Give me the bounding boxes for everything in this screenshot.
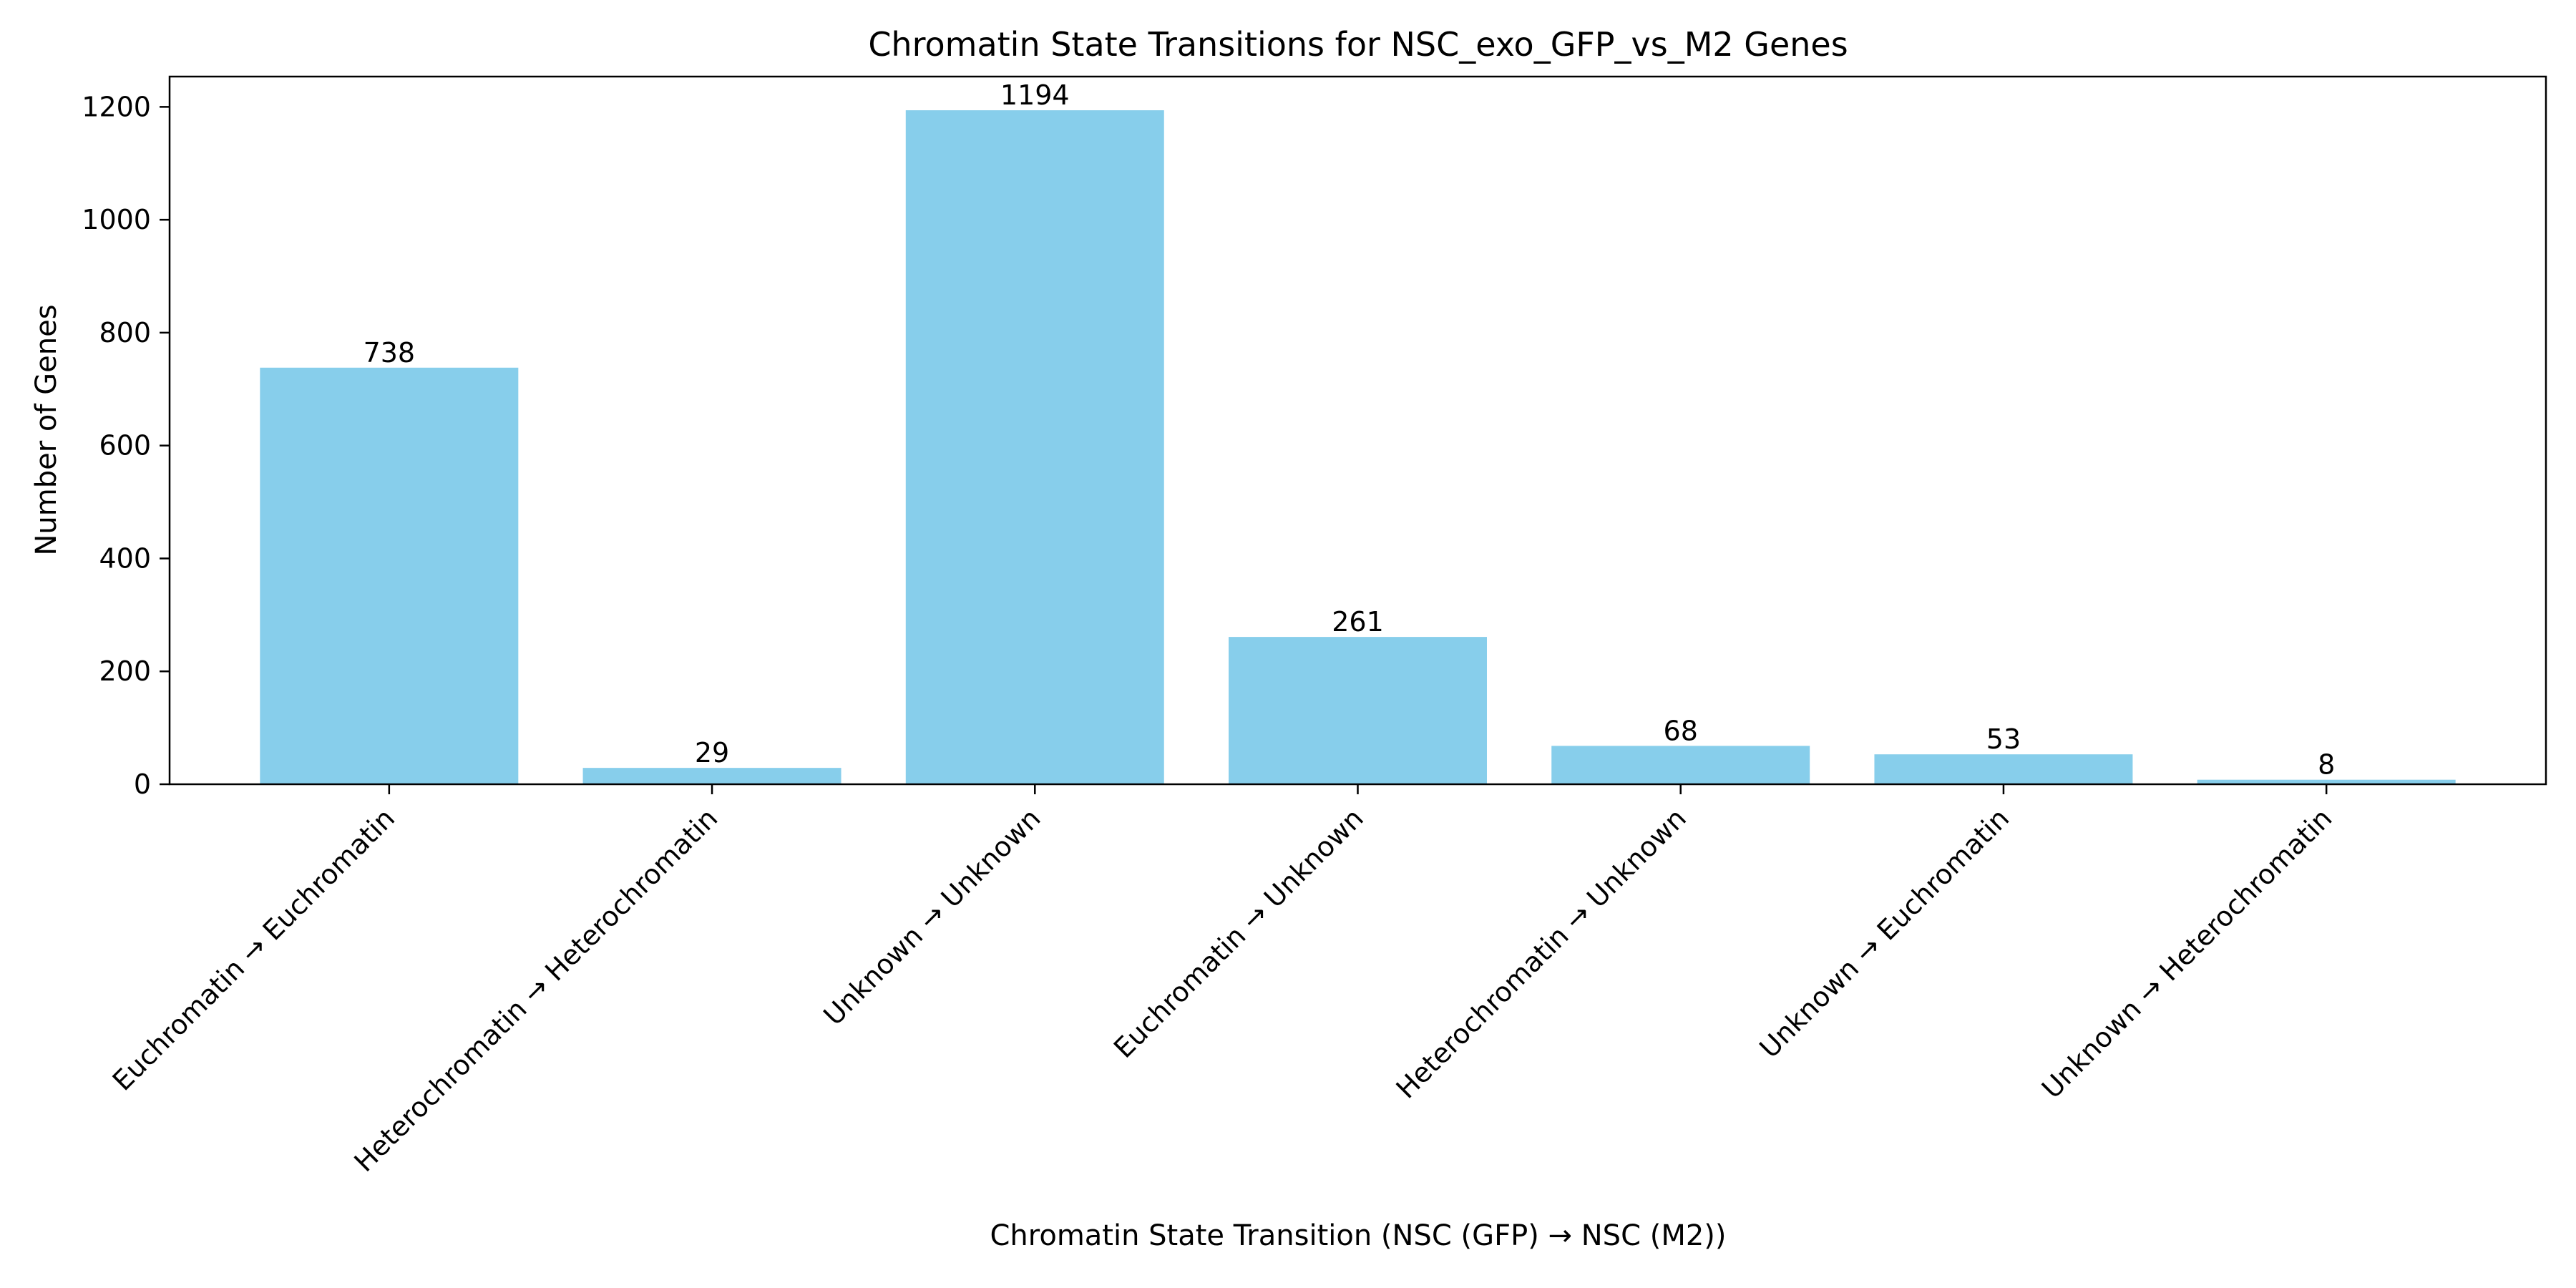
bar bbox=[1551, 746, 1810, 784]
x-tick-label: Heterochromatin → Heterochromatin bbox=[348, 802, 724, 1178]
bar bbox=[1229, 637, 1487, 784]
y-axis: 0 200 400 600 800 1000 1200 bbox=[82, 91, 170, 800]
bar-value-label: 68 bbox=[1664, 715, 1698, 746]
bar-value-label: 261 bbox=[1332, 606, 1384, 638]
x-tick-label: Heterochromatin → Unknown bbox=[1390, 802, 1693, 1105]
y-tick-label: 800 bbox=[99, 317, 151, 348]
bar bbox=[905, 110, 1164, 785]
chart-title: Chromatin State Transitions for NSC_exo_… bbox=[868, 25, 1848, 64]
y-tick-label: 1200 bbox=[82, 91, 151, 122]
x-tick-label: Unknown → Euchromatin bbox=[1753, 802, 2015, 1064]
bar bbox=[1874, 754, 2133, 784]
bar-value-label: 1194 bbox=[1000, 79, 1070, 111]
bar-value-label: 738 bbox=[364, 337, 416, 369]
bar-labels-group: 738 29 1194 261 68 53 8 bbox=[364, 79, 2336, 781]
x-tick-label: Unknown → Heterochromatin bbox=[2036, 802, 2338, 1105]
x-axis: Euchromatin → EuchromatinHeterochromatin… bbox=[107, 784, 2338, 1178]
bar bbox=[2197, 779, 2456, 784]
bar-value-label: 53 bbox=[1986, 723, 2021, 755]
bar-value-label: 8 bbox=[2318, 749, 2335, 781]
x-tick-label: Euchromatin → Euchromatin bbox=[107, 802, 401, 1096]
x-tick-label: Unknown → Unknown bbox=[817, 802, 1046, 1031]
x-tick-label: Euchromatin → Unknown bbox=[1108, 802, 1370, 1064]
x-axis-label: Chromatin State Transition (NSC (GFP) → … bbox=[990, 1219, 1727, 1252]
y-axis-label: Number of Genes bbox=[30, 304, 63, 555]
plot-frame bbox=[168, 75, 2547, 786]
bar-value-label: 29 bbox=[695, 737, 729, 769]
bar bbox=[260, 367, 519, 784]
y-tick-label: 600 bbox=[99, 430, 151, 462]
y-tick-label: 200 bbox=[99, 655, 151, 687]
bar bbox=[582, 768, 841, 784]
y-tick-label: 1000 bbox=[82, 204, 151, 235]
y-tick-label: 400 bbox=[99, 542, 151, 574]
bars-group bbox=[260, 110, 2456, 785]
y-tick-label: 0 bbox=[134, 769, 151, 800]
